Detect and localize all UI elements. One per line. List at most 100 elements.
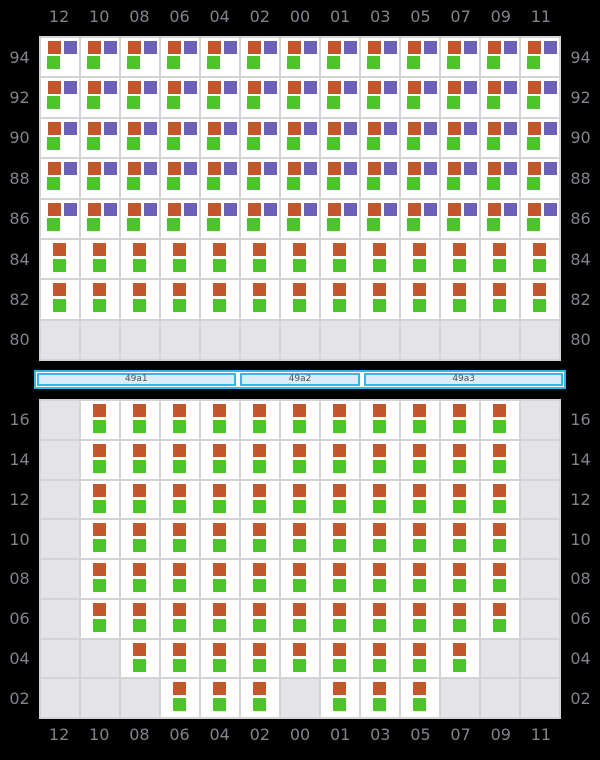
slot-12-10[interactable]	[81, 480, 119, 519]
slot-86-10[interactable]	[81, 199, 119, 238]
slot-82-05[interactable]	[401, 280, 439, 319]
slot-94-06[interactable]	[161, 38, 199, 77]
slot-82-03[interactable]	[361, 280, 399, 319]
slot-88-03[interactable]	[361, 159, 399, 198]
slot-14-07[interactable]	[441, 440, 479, 479]
slot-82-10[interactable]	[81, 280, 119, 319]
slot-14-01[interactable]	[321, 440, 359, 479]
slot-82-11[interactable]	[521, 280, 559, 319]
slot-14-06[interactable]	[161, 440, 199, 479]
slot-90-03[interactable]	[361, 118, 399, 158]
slot-14-08[interactable]	[121, 440, 159, 479]
slot-84-11[interactable]	[521, 239, 559, 279]
slot-12-06[interactable]	[161, 480, 199, 519]
slot-08-05[interactable]	[401, 560, 439, 598]
slot-94-10[interactable]	[81, 38, 119, 77]
slot-16-05[interactable]	[401, 401, 439, 439]
slot-94-05[interactable]	[401, 38, 439, 77]
slot-12-01[interactable]	[321, 480, 359, 519]
slot-14-04[interactable]	[201, 440, 239, 479]
slot-06-09[interactable]	[481, 599, 519, 638]
slot-90-09[interactable]	[481, 118, 519, 158]
slot-04-08[interactable]	[121, 639, 159, 678]
slot-14-10[interactable]	[81, 440, 119, 479]
slot-94-09[interactable]	[481, 38, 519, 77]
slot-84-00[interactable]	[281, 239, 319, 279]
slot-86-07[interactable]	[441, 199, 479, 238]
slot-06-05[interactable]	[401, 599, 439, 638]
slot-10-03[interactable]	[361, 520, 399, 558]
slot-92-11[interactable]	[521, 78, 559, 117]
slot-84-10[interactable]	[81, 239, 119, 279]
slot-88-11[interactable]	[521, 159, 559, 198]
slot-84-06[interactable]	[161, 239, 199, 279]
slot-94-03[interactable]	[361, 38, 399, 77]
slot-08-07[interactable]	[441, 560, 479, 598]
slot-06-07[interactable]	[441, 599, 479, 638]
slot-94-00[interactable]	[281, 38, 319, 77]
slot-08-04[interactable]	[201, 560, 239, 598]
slot-02-06[interactable]	[161, 679, 199, 717]
slot-92-00[interactable]	[281, 78, 319, 117]
slot-86-05[interactable]	[401, 199, 439, 238]
slot-06-00[interactable]	[281, 599, 319, 638]
slot-88-04[interactable]	[201, 159, 239, 198]
slot-12-08[interactable]	[121, 480, 159, 519]
slot-82-07[interactable]	[441, 280, 479, 319]
slot-82-09[interactable]	[481, 280, 519, 319]
slot-04-07[interactable]	[441, 639, 479, 678]
slot-92-10[interactable]	[81, 78, 119, 117]
slot-90-10[interactable]	[81, 118, 119, 158]
slot-92-02[interactable]	[241, 78, 279, 117]
slot-92-05[interactable]	[401, 78, 439, 117]
slot-86-08[interactable]	[121, 199, 159, 238]
slot-12-04[interactable]	[201, 480, 239, 519]
slot-90-01[interactable]	[321, 118, 359, 158]
slot-06-02[interactable]	[241, 599, 279, 638]
slot-08-09[interactable]	[481, 560, 519, 598]
slot-84-05[interactable]	[401, 239, 439, 279]
slot-12-07[interactable]	[441, 480, 479, 519]
slot-08-08[interactable]	[121, 560, 159, 598]
slot-10-06[interactable]	[161, 520, 199, 558]
slot-86-11[interactable]	[521, 199, 559, 238]
slot-94-07[interactable]	[441, 38, 479, 77]
slot-84-03[interactable]	[361, 239, 399, 279]
slot-94-04[interactable]	[201, 38, 239, 77]
slot-86-09[interactable]	[481, 199, 519, 238]
slot-08-10[interactable]	[81, 560, 119, 598]
slot-06-04[interactable]	[201, 599, 239, 638]
slot-92-01[interactable]	[321, 78, 359, 117]
slot-86-12[interactable]	[41, 199, 79, 238]
slot-90-00[interactable]	[281, 118, 319, 158]
slot-04-00[interactable]	[281, 639, 319, 678]
slot-06-08[interactable]	[121, 599, 159, 638]
slot-94-12[interactable]	[41, 38, 79, 77]
slot-12-05[interactable]	[401, 480, 439, 519]
slot-10-09[interactable]	[481, 520, 519, 558]
slot-88-12[interactable]	[41, 159, 79, 198]
slot-10-00[interactable]	[281, 520, 319, 558]
slot-10-02[interactable]	[241, 520, 279, 558]
slot-88-00[interactable]	[281, 159, 319, 198]
slot-90-07[interactable]	[441, 118, 479, 158]
slot-16-02[interactable]	[241, 401, 279, 439]
slot-92-09[interactable]	[481, 78, 519, 117]
slot-82-08[interactable]	[121, 280, 159, 319]
slot-88-07[interactable]	[441, 159, 479, 198]
slot-16-06[interactable]	[161, 401, 199, 439]
slot-06-06[interactable]	[161, 599, 199, 638]
slot-16-09[interactable]	[481, 401, 519, 439]
slot-84-01[interactable]	[321, 239, 359, 279]
slot-84-09[interactable]	[481, 239, 519, 279]
slot-86-04[interactable]	[201, 199, 239, 238]
slot-82-06[interactable]	[161, 280, 199, 319]
slot-06-10[interactable]	[81, 599, 119, 638]
slot-84-08[interactable]	[121, 239, 159, 279]
slot-08-00[interactable]	[281, 560, 319, 598]
slot-10-05[interactable]	[401, 520, 439, 558]
slot-04-02[interactable]	[241, 639, 279, 678]
slot-10-08[interactable]	[121, 520, 159, 558]
slot-04-04[interactable]	[201, 639, 239, 678]
slot-92-03[interactable]	[361, 78, 399, 117]
